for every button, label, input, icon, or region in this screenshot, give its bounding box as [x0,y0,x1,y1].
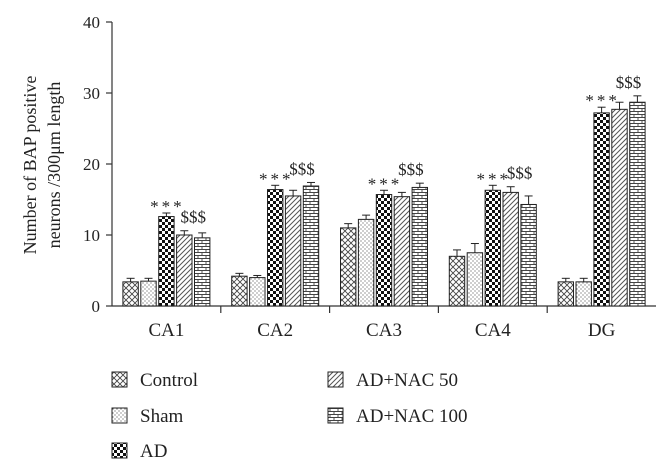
significance-nac: $$$ [398,160,424,179]
bar-control-ca4 [448,255,466,307]
bar-sham-dg [575,281,592,307]
bar-ad-nac-50-dg [611,108,628,307]
legend: Control Sham AD AD+NAC 50 AD+NAC 100 [111,370,468,462]
bar-ad-nac-100-dg [629,101,646,307]
legend-item-control: Control [111,370,198,391]
legend-swatch [327,407,344,424]
bar-ad-nac-100-ca3 [411,186,429,307]
legend-label: AD [140,441,167,462]
bar-sham-ca3 [357,218,375,307]
bar-ad-nac-100-ca2 [302,185,320,307]
significance-nac: $$$ [181,208,207,227]
bar-ad-nac-50-ca1 [176,234,193,307]
bar-sham-ca4 [466,252,484,307]
legend-label: Control [140,370,198,391]
bar-sham-ca1 [140,280,157,307]
y-tick-label: 0 [92,297,101,316]
bar-control-dg [557,281,574,307]
y-tick-label: 10 [83,226,100,245]
legend-label: Sham [140,406,184,427]
bar-sham-ca2 [249,277,266,307]
legend-swatch [111,442,128,459]
significance-nac: $$$ [616,73,642,92]
bar-ad-ca3 [375,194,393,307]
bar-control-ca2 [231,275,248,307]
x-tick-label: CA4 [475,320,511,341]
bar-ad-nac-100-ca1 [194,237,211,307]
significance-nac: $$$ [507,164,533,183]
bar-ad-ca4 [484,189,502,307]
significance-ad: *** [150,197,185,216]
bar-ad-ca2 [267,189,284,307]
significance-ad: *** [585,91,620,110]
bar-control-ca3 [340,227,357,307]
legend-swatch [111,371,128,388]
legend-item-ad: AD [111,441,167,462]
significance-ad: *** [368,174,403,193]
legend-swatch [327,371,344,388]
x-tick-label: CA2 [257,320,293,341]
significance-ad: *** [259,169,294,188]
y-tick-label: 40 [83,13,100,32]
bar-control-ca1 [122,281,139,307]
bar-ad-dg [593,112,610,307]
bar-ad-nac-50-ca4 [502,191,519,307]
y-axis-label: Number of BAP positive neurons /300μm le… [20,76,64,255]
legend-item-ad-nac-100: AD+NAC 100 [327,406,468,427]
axes: 0 10 20 30 40 CA1 CA2 CA3 CA4 DG [83,13,656,341]
x-tick-label: DG [588,320,616,341]
significance-ad: *** [477,169,512,188]
y-tick-label: 20 [83,155,100,174]
bar-ad-nac-50-ca3 [393,196,411,307]
x-tick-label: CA3 [366,320,402,341]
significance-annotations: ***$$$***$$$***$$$ ***$$$***$$$ [150,73,641,227]
x-tick-label: CA1 [148,320,184,341]
bar-ad-nac-100-ca4 [520,203,537,307]
bar-ad-ca1 [158,216,175,307]
significance-nac: $$$ [289,159,315,178]
bars [122,95,646,307]
y-axis-label-line1: Number of BAP positive [20,76,40,255]
legend-label: AD+NAC 100 [356,406,468,427]
bar-ad-nac-50-ca2 [284,195,302,307]
legend-label: AD+NAC 50 [356,370,458,391]
y-axis-label-line2: neurons /300μm length [44,82,64,249]
legend-item-sham: Sham [111,406,184,427]
legend-swatch [111,407,128,424]
legend-item-ad-nac-50: AD+NAC 50 [327,370,458,391]
y-tick-label: 30 [83,84,100,103]
